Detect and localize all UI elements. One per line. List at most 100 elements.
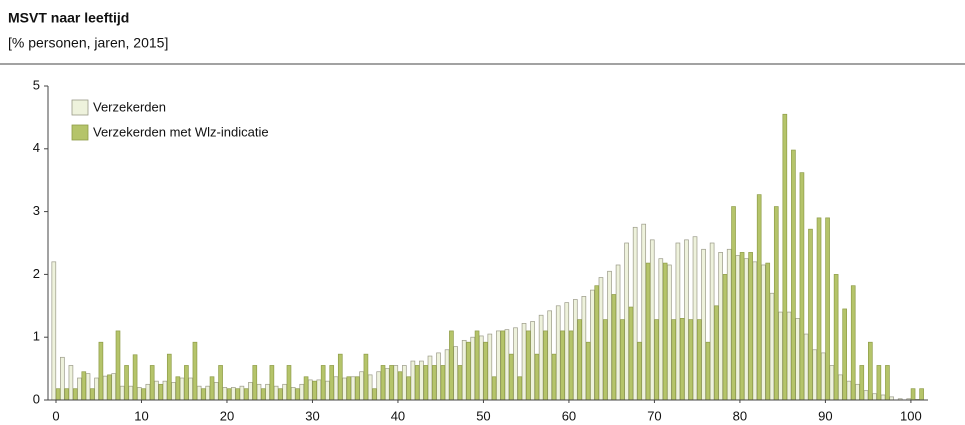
bar [649,239,655,401]
bar [872,393,877,401]
bar [803,333,809,401]
bar [406,376,411,401]
x-tick-label: 60 [562,408,576,423]
bar [90,388,95,401]
bar [688,319,694,401]
bar [812,349,818,401]
x-tick-label: 10 [134,408,148,423]
bar [256,383,262,401]
bar [410,360,416,401]
bar [196,385,202,401]
bar [98,341,104,401]
bar [166,353,172,401]
bar [726,248,732,401]
bar [231,387,236,401]
bar [885,365,890,401]
bar [769,292,775,401]
bar [359,371,364,401]
bar [278,388,283,401]
chart-subtitle: [% personen, jaren, 2015] [8,35,168,51]
bar [743,258,749,401]
bar [850,285,856,401]
bar [154,380,159,401]
bar [786,311,792,401]
bar [132,354,138,401]
bar [829,365,835,401]
bar [68,365,74,401]
bar [526,330,531,401]
bar [431,365,437,401]
bar [611,294,617,401]
bar [910,388,916,401]
bar [521,323,527,401]
bar [179,377,185,401]
bar [282,383,287,401]
y-tick-label: 5 [33,77,40,92]
bar [205,385,211,401]
bar [290,387,296,401]
bar [102,375,108,401]
bar [718,252,723,401]
bar [624,242,629,401]
bar [791,149,796,401]
x-tick-label: 50 [476,408,490,423]
bar [55,388,61,401]
bar [312,380,317,401]
bar [333,376,339,401]
bar [235,388,240,401]
bar [115,330,121,401]
bar [799,172,805,401]
bar [145,383,151,401]
bar [72,388,78,401]
bar [436,352,441,401]
bar [303,376,309,401]
bar [641,223,647,401]
bar [397,371,403,401]
bar [107,374,112,401]
legend-swatch [71,99,89,116]
bar [615,264,621,401]
x-tick-label: 100 [900,408,922,423]
bar [808,228,813,401]
bar [252,365,258,401]
bar [226,388,232,401]
bar [466,341,471,401]
bar [782,113,788,401]
bar [735,255,741,401]
bar [833,274,839,401]
y-tick-label: 0 [33,391,40,406]
bar [389,365,394,401]
bar [731,206,736,401]
bar [136,387,142,401]
bar [748,252,753,401]
bar [500,330,506,401]
bar [761,264,766,401]
bar [692,236,698,401]
bar [367,374,373,401]
bar [342,377,347,401]
bar [248,382,253,401]
bar [449,330,454,401]
bar [222,387,228,401]
bar [564,302,570,401]
bar [598,277,604,401]
bar [295,388,300,401]
bar [491,376,497,401]
bar [453,346,458,401]
bar [628,306,634,401]
bar [722,274,728,401]
y-tick-label: 2 [33,266,40,281]
bar [530,321,535,401]
legend-label: Verzekerden met Wlz-indicatie [93,124,269,139]
bar [363,353,369,401]
bar [705,341,711,401]
bar [607,270,612,401]
bar [470,336,476,401]
bar [645,262,651,401]
bar [701,248,706,401]
bar [316,379,322,401]
bar [376,371,382,401]
bar [307,379,313,401]
y-tick-label: 3 [33,203,40,218]
bar [209,376,215,401]
